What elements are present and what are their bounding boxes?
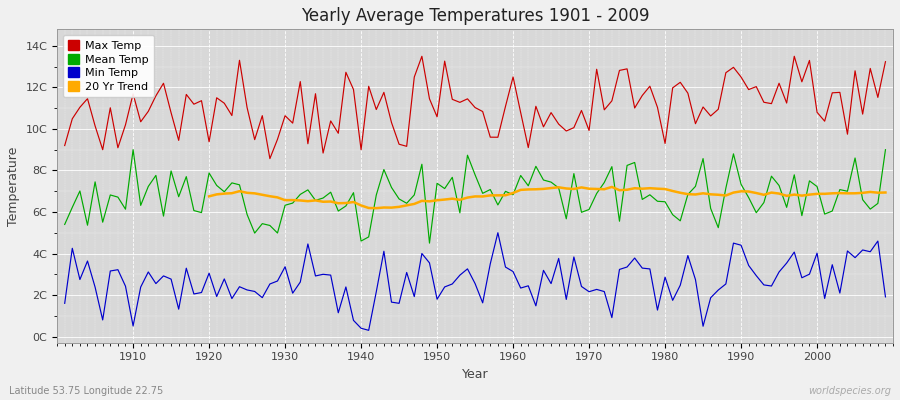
Y-axis label: Temperature: Temperature [7, 146, 20, 226]
Legend: Max Temp, Mean Temp, Min Temp, 20 Yr Trend: Max Temp, Mean Temp, Min Temp, 20 Yr Tre… [63, 35, 154, 97]
Text: worldspecies.org: worldspecies.org [808, 386, 891, 396]
Title: Yearly Average Temperatures 1901 - 2009: Yearly Average Temperatures 1901 - 2009 [301, 7, 649, 25]
X-axis label: Year: Year [462, 368, 489, 381]
Text: Latitude 53.75 Longitude 22.75: Latitude 53.75 Longitude 22.75 [9, 386, 163, 396]
